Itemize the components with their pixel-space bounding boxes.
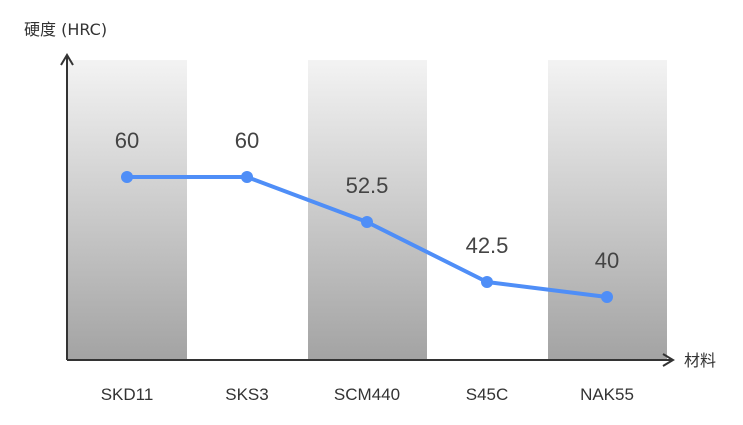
point-s45c — [481, 276, 493, 288]
band-skd11 — [68, 60, 187, 360]
x-tick-s45c: S45C — [466, 385, 509, 404]
point-scm440 — [361, 216, 373, 228]
x-tick-scm440: SCM440 — [334, 385, 400, 404]
point-nak55 — [601, 291, 613, 303]
data-label-sks3: 60 — [235, 128, 259, 153]
data-label-nak55: 40 — [595, 248, 619, 273]
x-axis-title: 材料 — [684, 351, 716, 370]
x-tick-nak55: NAK55 — [580, 385, 634, 404]
data-label-s45c: 42.5 — [466, 233, 509, 258]
y-axis-title: 硬度 (HRC) — [24, 20, 107, 39]
series-hardness — [121, 171, 613, 303]
x-tick-skd11: SKD11 — [101, 385, 154, 404]
band-scm440 — [308, 60, 427, 360]
data-label-scm440: 52.5 — [346, 173, 389, 198]
x-tick-sks3: SKS3 — [225, 385, 268, 404]
band-nak55 — [548, 60, 667, 360]
axes: 硬度 (HRC) 材料 — [24, 20, 716, 370]
point-sks3 — [241, 171, 253, 183]
labels: 60 60 52.5 42.5 40 SKD11 SKS3 SCM440 S45C NAK55 — [101, 128, 634, 404]
y-axis-arrow — [60, 53, 74, 66]
data-label-skd11: 60 — [115, 128, 139, 153]
x-axis-arrow — [662, 353, 675, 367]
background-bands — [68, 60, 667, 360]
point-skd11 — [121, 171, 133, 183]
